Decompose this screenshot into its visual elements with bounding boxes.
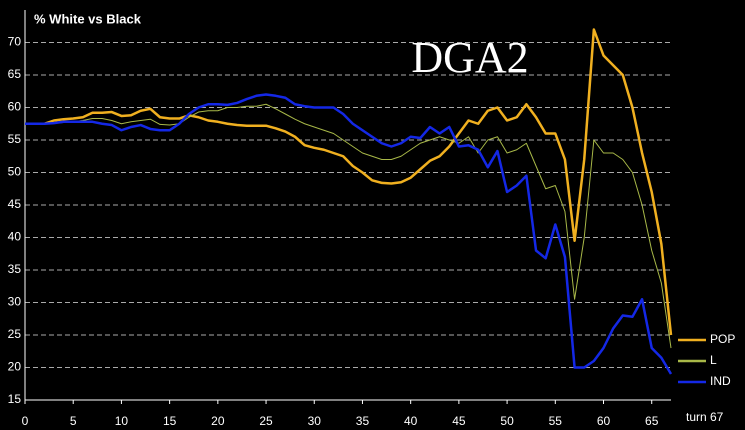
x-tick-label: 50	[500, 414, 514, 428]
y-tick-label: 70	[8, 35, 22, 49]
x-tick-label: 45	[452, 414, 466, 428]
x-tick-label: 30	[308, 414, 322, 428]
y-tick-label: 55	[8, 132, 22, 146]
y-tick-label: 15	[8, 392, 22, 406]
x-tick-label: 55	[549, 414, 563, 428]
legend-label: L	[710, 353, 717, 367]
y-tick-label: 65	[8, 67, 22, 81]
y-tick-label: 60	[8, 100, 22, 114]
legend-label: POP	[710, 332, 735, 346]
x-tick-label: 10	[115, 414, 129, 428]
y-tick-label: 30	[8, 295, 22, 309]
x-tick-label: 65	[645, 414, 659, 428]
y-tick-label: 25	[8, 327, 22, 341]
x-tick-label: 60	[597, 414, 611, 428]
series-line	[25, 103, 672, 349]
x-axis-label: turn 67	[686, 410, 724, 424]
x-tick-label: 20	[211, 414, 225, 428]
x-tick-label: 25	[259, 414, 273, 428]
x-tick-label: 5	[70, 414, 77, 428]
legend-label: IND	[710, 374, 731, 388]
chart-title: % White vs Black	[34, 11, 142, 26]
series-line	[25, 28, 673, 336]
y-tick-label: 20	[8, 360, 22, 374]
x-tick-label: 0	[22, 414, 29, 428]
x-tick-label: 35	[356, 414, 370, 428]
y-tick-label: 45	[8, 197, 22, 211]
series-line	[25, 93, 673, 375]
annotation: DGA2	[411, 33, 528, 82]
x-tick-label: 40	[404, 414, 418, 428]
x-tick-label: 15	[163, 414, 177, 428]
y-tick-label: 40	[8, 230, 22, 244]
y-tick-label: 50	[8, 165, 22, 179]
y-tick-label: 35	[8, 262, 22, 276]
